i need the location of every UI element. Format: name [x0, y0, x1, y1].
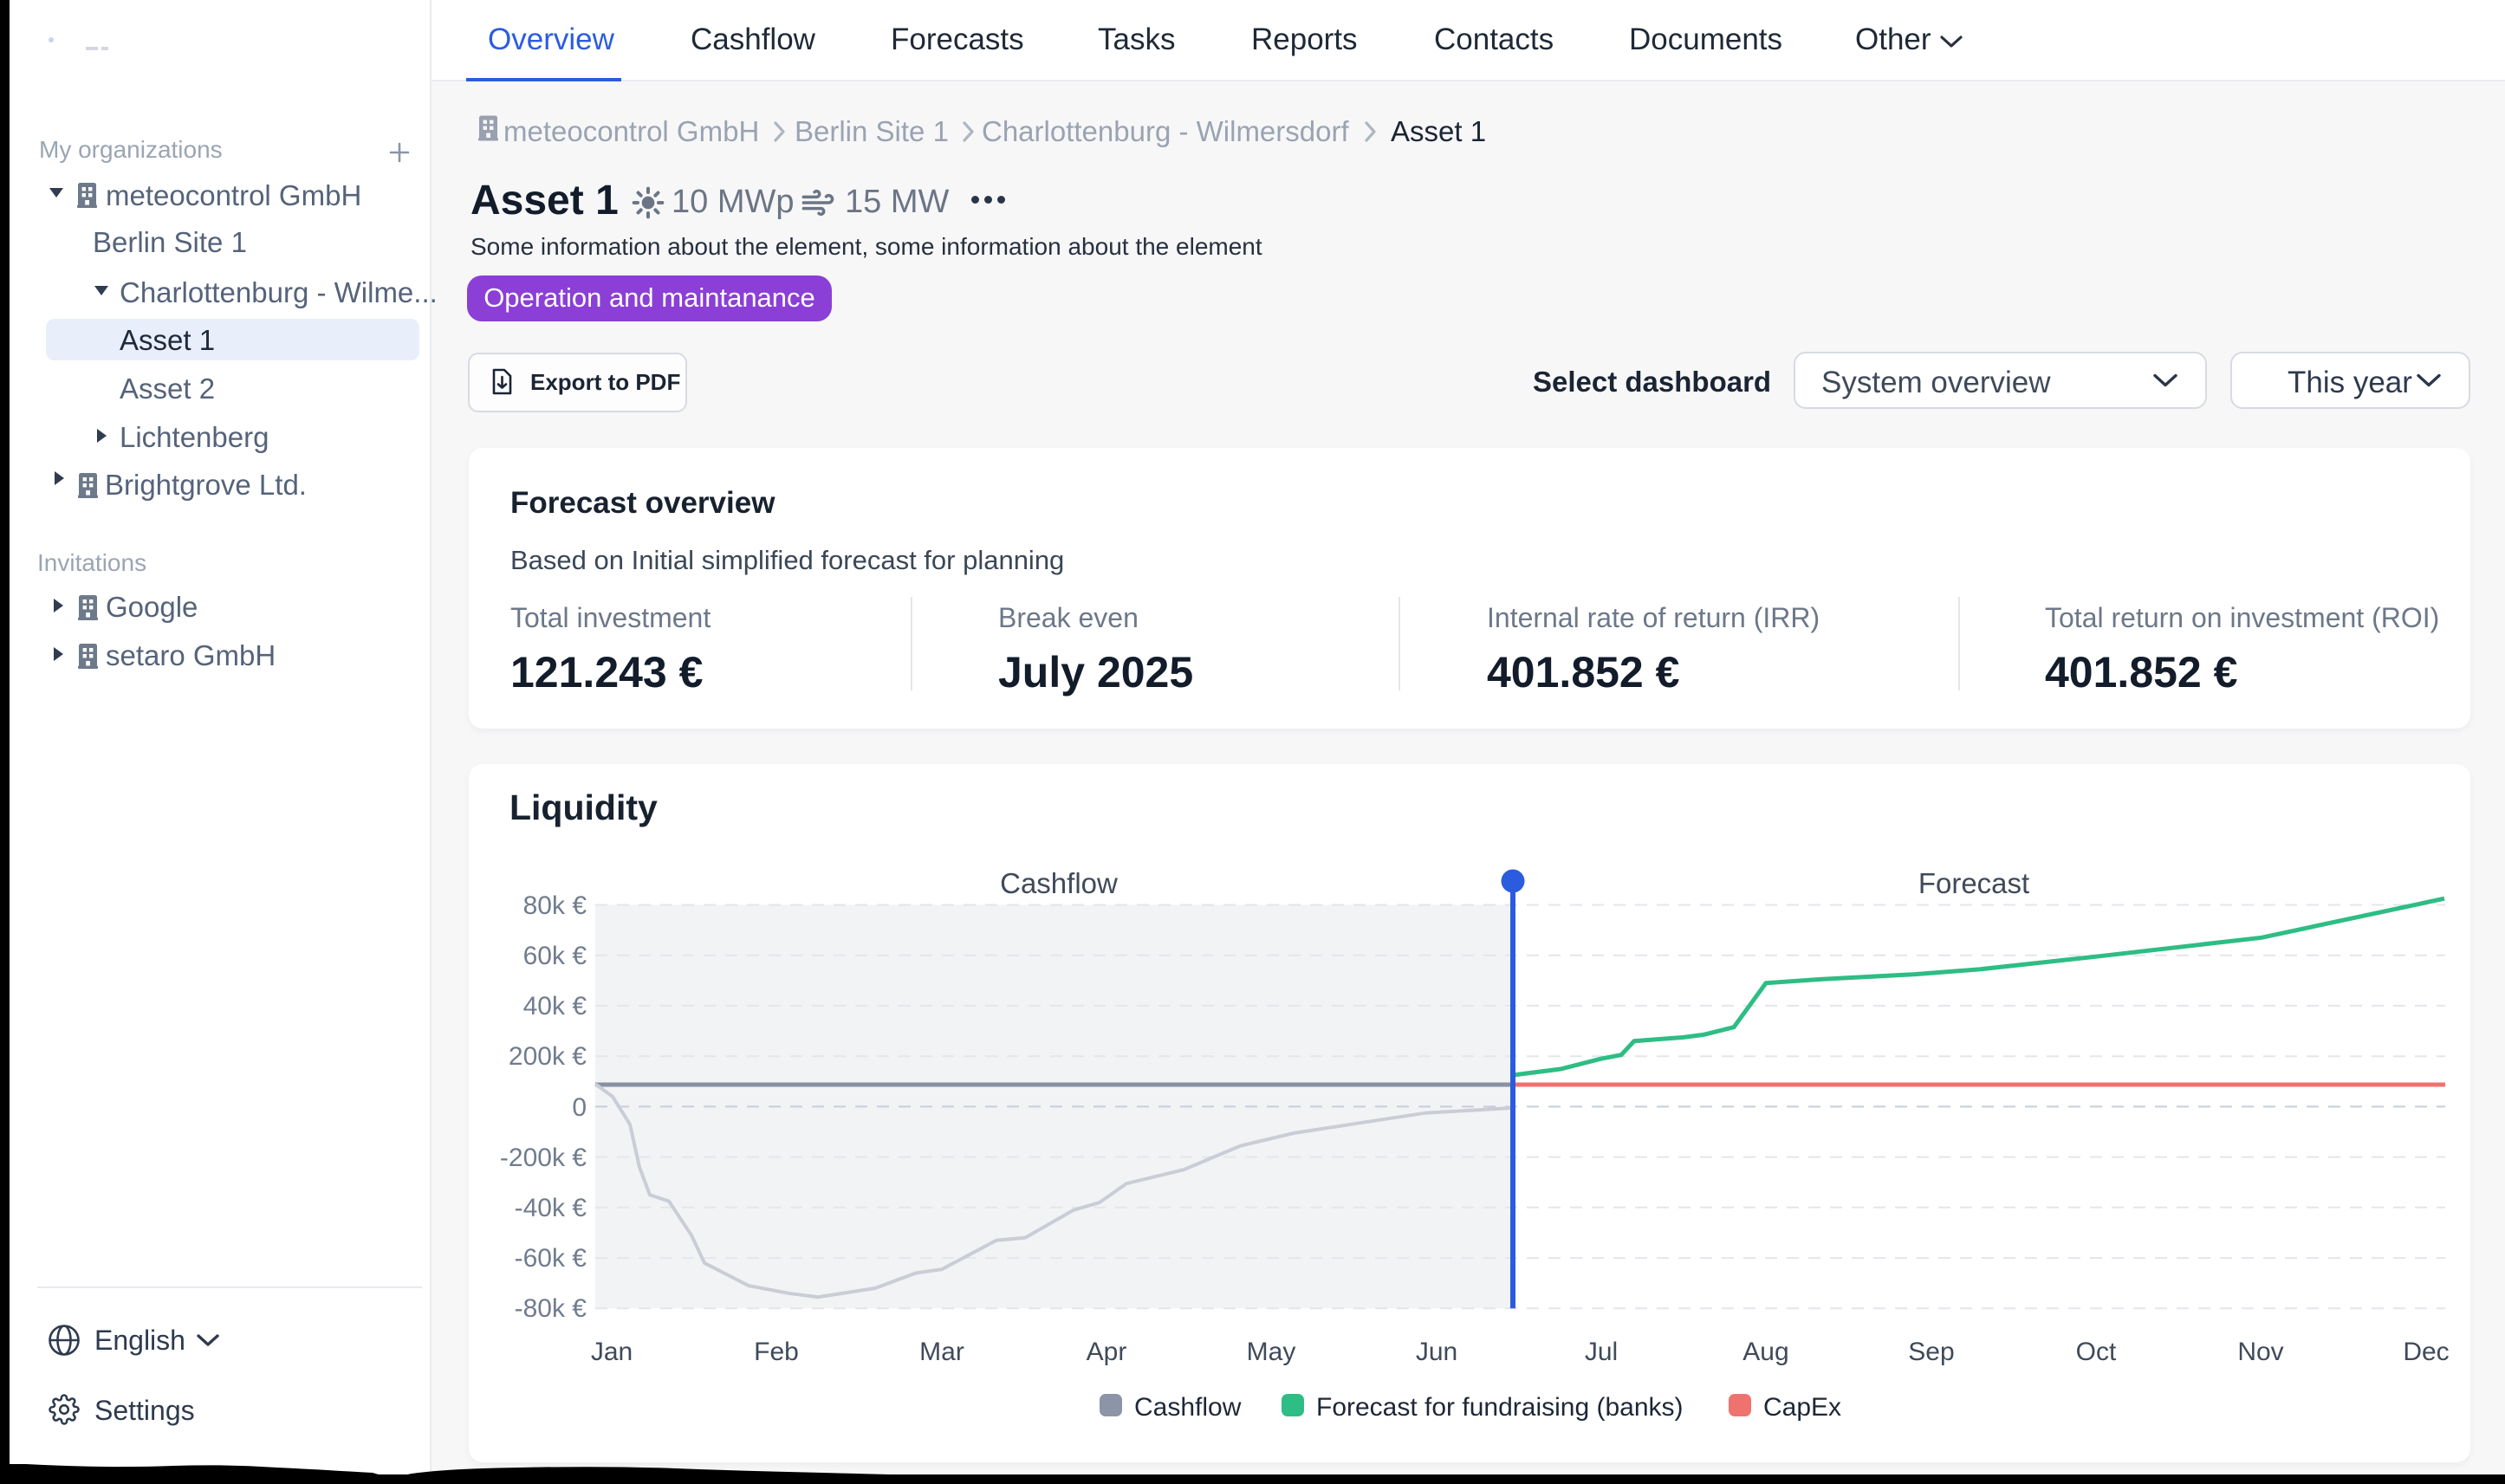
- svg-text:Cashflow: Cashflow: [1000, 867, 1118, 899]
- svg-text:Forecast for fundraising (bank: Forecast for fundraising (banks): [1316, 1393, 1684, 1422]
- svg-text:Apr: Apr: [1087, 1338, 1127, 1366]
- svg-text:Jul: Jul: [1585, 1338, 1618, 1366]
- svg-text:Forecast: Forecast: [1918, 867, 2029, 899]
- svg-text:0: 0: [572, 1093, 587, 1122]
- svg-text:-200k €: -200k €: [500, 1144, 587, 1172]
- svg-text:Jun: Jun: [1416, 1338, 1457, 1366]
- svg-text:Jan: Jan: [591, 1338, 633, 1366]
- svg-text:-60k €: -60k €: [515, 1244, 587, 1273]
- svg-text:Cashflow: Cashflow: [1134, 1393, 1242, 1422]
- svg-text:200k €: 200k €: [509, 1042, 587, 1071]
- svg-text:Sep: Sep: [1908, 1338, 1954, 1366]
- svg-text:Mar: Mar: [919, 1338, 964, 1366]
- svg-text:Nov: Nov: [2237, 1338, 2283, 1366]
- svg-text:CapEx: CapEx: [1763, 1393, 1841, 1422]
- svg-text:May: May: [1247, 1338, 1296, 1366]
- svg-text:80k €: 80k €: [523, 891, 587, 920]
- svg-text:Dec: Dec: [2403, 1338, 2449, 1366]
- svg-text:Oct: Oct: [2076, 1338, 2117, 1366]
- svg-text:-80k €: -80k €: [515, 1294, 587, 1323]
- svg-text:60k €: 60k €: [523, 942, 587, 970]
- svg-text:Aug: Aug: [1742, 1338, 1788, 1366]
- svg-text:-40k €: -40k €: [515, 1194, 587, 1222]
- svg-text:40k €: 40k €: [523, 992, 587, 1021]
- svg-text:Feb: Feb: [754, 1338, 799, 1366]
